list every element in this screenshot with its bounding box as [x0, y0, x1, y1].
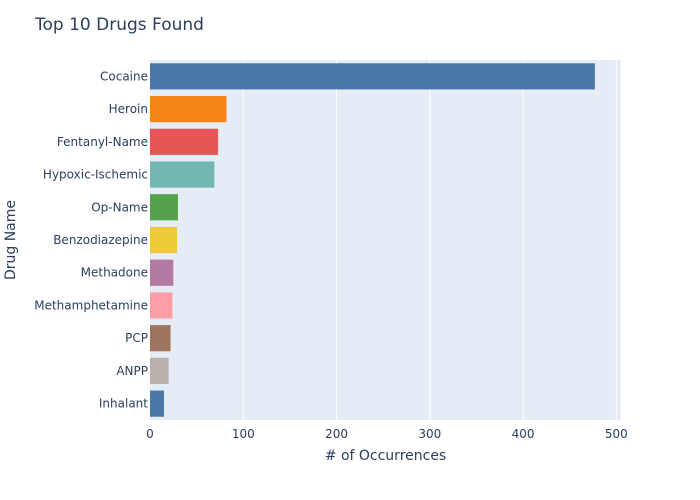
chart-title: Top 10 Drugs Found: [34, 15, 204, 35]
x-tick-label: 300: [418, 427, 441, 441]
y-tick-label: Inhalant: [99, 397, 148, 411]
y-tick-label: Methamphetamine: [34, 298, 148, 312]
y-tick-label: ANPP: [116, 364, 148, 378]
y-tick-label: PCP: [125, 331, 148, 345]
y-tick-label: Fentanyl-Name: [57, 135, 148, 149]
x-tick-label: 0: [146, 427, 154, 441]
y-tick-label: Op-Name: [91, 200, 148, 214]
bar-fentanyl-name[interactable]: [150, 128, 219, 155]
y-tick-labels: Cocaine Heroin Fentanyl-Name Hypoxic-Ischem…: [34, 69, 148, 410]
bars: [150, 63, 595, 417]
grid-lines: [242, 60, 617, 420]
bar-pcp[interactable]: [150, 325, 171, 352]
y-tick-label: Cocaine: [100, 69, 148, 83]
y-tick-label: Hypoxic-Ischemic: [43, 168, 148, 182]
bar-methadone[interactable]: [150, 259, 174, 286]
y-tick-label: Benzodiazepine: [53, 233, 148, 247]
plot-area: [150, 60, 621, 420]
x-tick-label: 500: [605, 427, 628, 441]
bar-benzodiazepine[interactable]: [150, 226, 178, 254]
bar-hypoxic-ischemic[interactable]: [150, 161, 215, 188]
x-axis-title: # of Occurrences: [325, 448, 446, 464]
y-axis-title: Drug Name: [3, 200, 19, 280]
x-tick-label: 100: [232, 427, 255, 441]
y-tick-label: Methadone: [81, 266, 148, 280]
bar-cocaine[interactable]: [150, 63, 595, 90]
bar-inhalant[interactable]: [150, 390, 164, 417]
x-tick-label: 200: [325, 427, 348, 441]
bar-anpp[interactable]: [150, 357, 169, 384]
x-tick-label: 400: [512, 427, 535, 441]
bar-methamphetamine[interactable]: [150, 292, 173, 319]
bar-op-name[interactable]: [150, 194, 178, 221]
x-tick-labels: 0 100 200 300 400 500: [146, 427, 628, 441]
y-tick-label: Heroin: [109, 102, 148, 116]
bar-heroin[interactable]: [150, 96, 227, 123]
